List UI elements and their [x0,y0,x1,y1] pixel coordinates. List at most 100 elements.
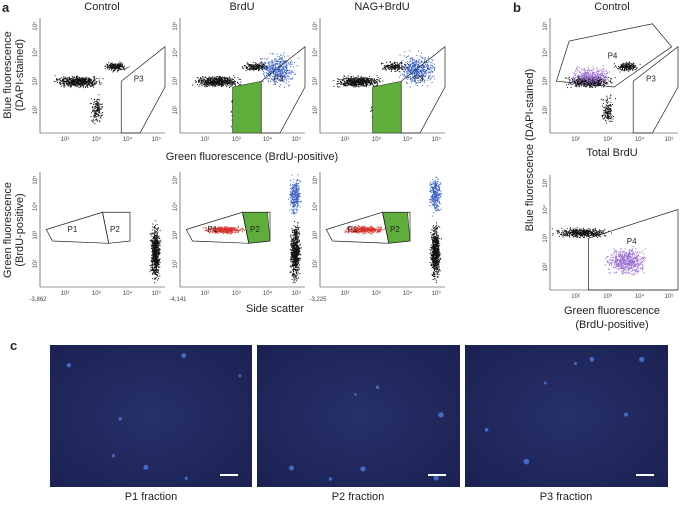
event-dot [117,66,118,67]
event-dot [253,69,254,70]
event-dot [98,114,99,115]
event-dot [158,259,159,260]
event-dot [290,272,291,273]
event-dot [152,247,153,248]
event-dot [293,201,294,202]
event-dot [219,79,220,80]
event-dot [297,253,298,254]
event-dot [238,83,239,84]
nucleus [589,357,594,362]
event-dot [94,116,95,117]
event-dot [153,247,154,248]
event-dot [123,67,124,68]
event-dot [295,190,296,191]
event-dot [294,198,295,199]
event-dot [209,77,210,78]
event-dot [230,231,231,232]
event-dot [251,67,252,68]
event-dot [264,75,265,76]
event-dot [117,71,118,72]
x-tick-label: 10⁴ [123,136,133,143]
event-dot [248,69,249,70]
event-dot [294,221,295,222]
event-dot [291,250,292,251]
event-dot [339,79,340,80]
event-dot [152,278,153,279]
event-dot [207,85,208,86]
event-dot [98,109,99,110]
event-dot [289,81,290,82]
event-dot [293,269,294,270]
event-dot [75,82,76,83]
event-dot [291,74,292,75]
event-dot [376,85,377,86]
event-dot [301,201,302,202]
event-dot [290,79,291,80]
event-dot [154,227,155,228]
event-dot [86,86,87,87]
event-dot [299,240,300,241]
event-dot [298,229,299,230]
nucleus [67,363,71,367]
event-dot [278,61,279,62]
event-dot [61,86,62,87]
event-dot [266,78,267,79]
event-dot [112,64,113,65]
event-dot [293,282,294,283]
event-dot [200,80,201,81]
event-dot [291,209,292,210]
event-dot [202,76,203,77]
event-dot [233,82,234,83]
event-dot [68,85,69,86]
event-dot [97,104,98,105]
event-dot [235,81,236,82]
event-dot [250,69,251,70]
event-dot [299,232,300,233]
event-dot [297,269,298,270]
event-dot [346,77,347,78]
event-dot [378,77,379,78]
event-dot [293,197,294,198]
event-dot [362,85,363,86]
event-dot [254,65,255,66]
event-dot [284,71,285,72]
event-dot [201,83,202,84]
event-dot [240,81,241,82]
x-tick-label: 10⁴ [263,136,273,143]
nucleus [574,362,577,365]
event-dot [154,270,155,271]
event-dot [160,258,161,259]
event-dot [96,104,97,105]
y-tick-label: 10³ [173,77,179,86]
event-dot [261,66,262,67]
event-dot [204,83,205,84]
event-dot [72,78,73,79]
event-dot [287,70,288,71]
nucleus [181,353,186,358]
event-dot [275,58,276,59]
event-dot [154,250,155,251]
event-dot [149,233,150,234]
event-dot [155,248,156,249]
event-dot [60,83,61,84]
event-dot [288,56,289,57]
event-dot [293,206,294,207]
event-dot [228,85,229,86]
event-dot [295,278,296,279]
event-dot [296,233,297,234]
event-dot [290,257,291,258]
event-dot [152,227,153,228]
event-dot [101,113,102,114]
event-dot [151,267,152,268]
event-dot [156,254,157,255]
event-dot [287,73,288,74]
event-dot [209,85,210,86]
event-dot [157,265,158,266]
event-dot [270,66,271,67]
event-dot [230,233,231,234]
event-dot [291,272,292,273]
event-dot [151,239,152,240]
event-dot [205,227,206,228]
event-dot [298,260,299,261]
event-dot [290,192,291,193]
